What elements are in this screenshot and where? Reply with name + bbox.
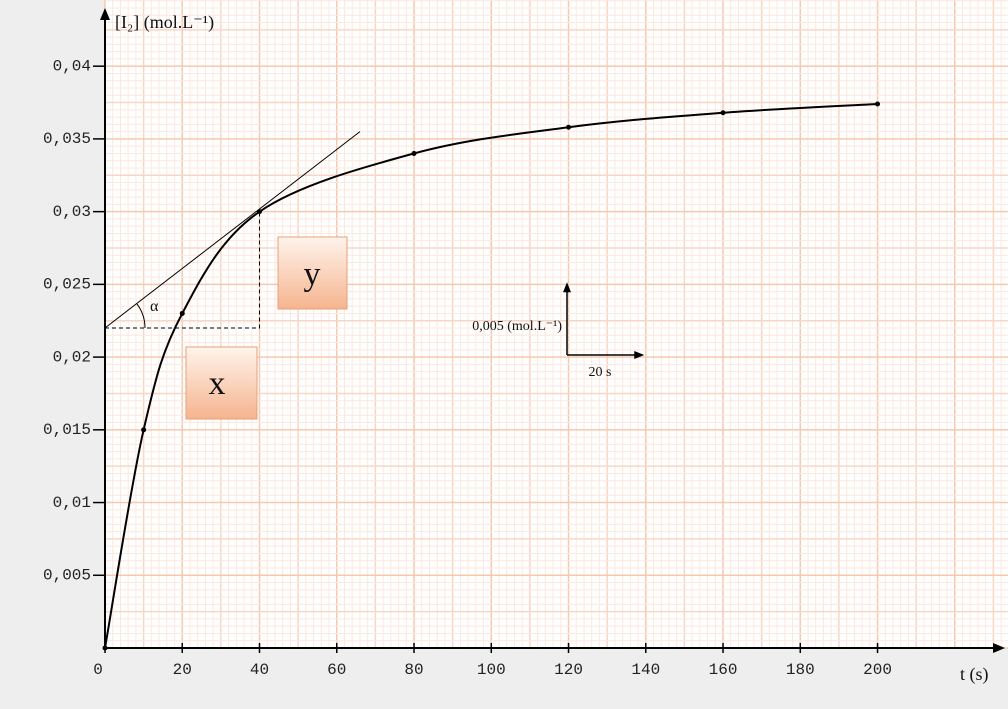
y-tick-label: 0,005 bbox=[43, 566, 91, 584]
x-tick-label: 180 bbox=[786, 661, 815, 679]
scale-y-arrow bbox=[563, 282, 571, 293]
y-axis-label: [I₂] (mol.L⁻¹) bbox=[115, 12, 214, 33]
angle-arc bbox=[136, 303, 146, 329]
x-tick-label: 40 bbox=[250, 661, 269, 679]
point bbox=[102, 645, 108, 651]
x-tick-label: 100 bbox=[477, 661, 506, 679]
scale-x-label: 20 s bbox=[589, 365, 612, 380]
y-tick-label: 0,03 bbox=[53, 203, 91, 221]
x-tick-label: 160 bbox=[709, 661, 738, 679]
y-tick-label: 0,035 bbox=[43, 130, 91, 148]
plot-area bbox=[105, 0, 1008, 648]
x-tick-label: 20 bbox=[173, 661, 192, 679]
box-y bbox=[277, 236, 348, 310]
x-tick-label: 80 bbox=[404, 661, 423, 679]
point bbox=[257, 209, 263, 215]
point bbox=[875, 101, 881, 107]
x-axis-arrow bbox=[993, 643, 1005, 653]
y-tick-label: 0,015 bbox=[43, 421, 91, 439]
point bbox=[179, 310, 185, 316]
point bbox=[411, 150, 417, 156]
dy-label: y bbox=[304, 256, 321, 293]
y-tick-label: 0,04 bbox=[53, 57, 91, 75]
tangent bbox=[104, 131, 361, 329]
point bbox=[566, 124, 572, 130]
x-tick-label: 0 bbox=[93, 661, 103, 679]
x-axis-label: t (s) bbox=[960, 664, 989, 685]
x-tick-label: 200 bbox=[863, 661, 892, 679]
y-tick-label: 0,01 bbox=[53, 494, 91, 512]
x-tick-label: 140 bbox=[631, 661, 660, 679]
scale-y-label: 0,005 (mol.L⁻¹) bbox=[472, 319, 562, 334]
dx-label: x bbox=[209, 365, 226, 402]
construction-lines bbox=[105, 211, 261, 329]
x-tick-label: 120 bbox=[554, 661, 583, 679]
x-tick-label: 60 bbox=[327, 661, 346, 679]
scale-x-arrow bbox=[634, 351, 645, 359]
y-axis-arrow bbox=[100, 8, 110, 20]
angle-label: α bbox=[150, 298, 159, 315]
y-tick-label: 0,025 bbox=[43, 276, 91, 294]
point bbox=[141, 427, 147, 433]
box-x bbox=[185, 346, 258, 420]
point bbox=[720, 110, 726, 116]
y-tick-label: 0,02 bbox=[53, 348, 91, 366]
